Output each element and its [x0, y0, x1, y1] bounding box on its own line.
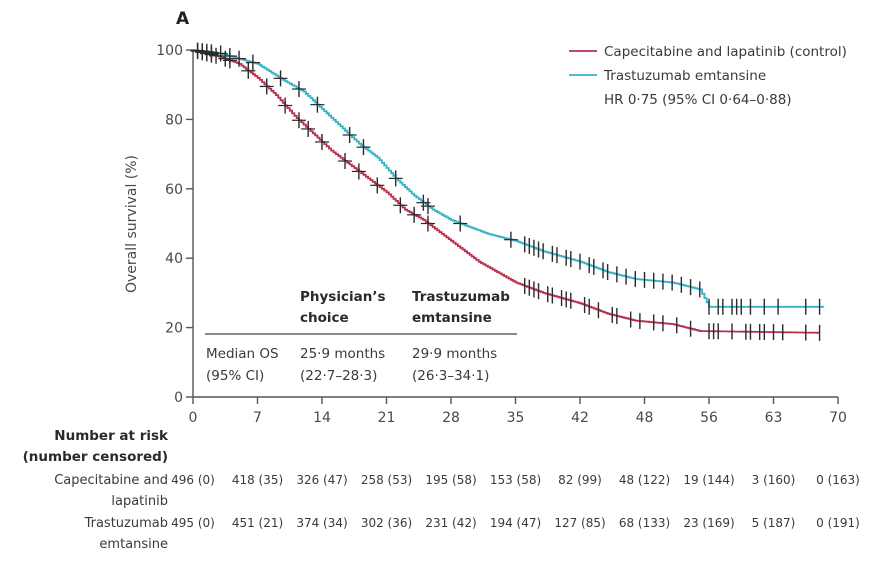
number-at-risk-table: Number at risk (number censored) Capecit… — [23, 428, 860, 552]
x-tick-label: 48 — [636, 410, 654, 426]
x-tick-label: 35 — [507, 410, 525, 426]
risk-title-line2: (number censored) — [23, 449, 168, 465]
inset-col2-head-line1: Trastuzumab — [412, 289, 510, 305]
risk-value: 326 (47) — [296, 473, 347, 487]
y-tick-label: 100 — [156, 43, 183, 59]
legend-label-control: Capecitabine and lapatinib (control) — [604, 44, 847, 60]
y-ticks: 0 20 40 60 80 100 — [156, 43, 193, 406]
y-tick-label: 0 — [174, 390, 183, 406]
y-tick-label: 20 — [165, 321, 183, 337]
inset-col1-head-line2: choice — [300, 310, 349, 326]
risk-row-label-control-line1: Capecitabine and — [54, 473, 168, 488]
x-tick-label: 70 — [829, 410, 847, 426]
legend-label-tdm1: Trastuzumab emtansine — [603, 68, 766, 84]
risk-row-label-control-line2: lapatinib — [111, 494, 168, 509]
risk-value: 5 (187) — [752, 516, 796, 530]
risk-value: 127 (85) — [554, 516, 605, 530]
risk-row-label-tdm1-line2: emtansine — [99, 537, 168, 552]
x-ticks: 0 7 14 21 28 35 42 48 56 63 70 — [189, 397, 847, 426]
curve-trastuzumab-emtansine — [193, 49, 825, 308]
y-tick-label: 60 — [165, 182, 183, 198]
y-tick-label: 80 — [165, 112, 183, 128]
y-tick-label: 40 — [165, 251, 183, 267]
x-tick-label: 14 — [313, 410, 331, 426]
risk-value: 68 (133) — [619, 516, 670, 530]
x-tick-label: 21 — [378, 410, 396, 426]
risk-value: 418 (35) — [232, 473, 283, 487]
inset-col2-ci: (26·3–34·1) — [412, 368, 489, 384]
risk-value: 0 (163) — [816, 473, 860, 487]
y-axis-title: Overall survival (%) — [124, 155, 140, 293]
x-tick-label: 63 — [765, 410, 783, 426]
x-tick-label: 42 — [571, 410, 589, 426]
risk-value: 48 (122) — [619, 473, 670, 487]
curve-control — [193, 49, 820, 334]
inset-col2-value: 29·9 months — [412, 346, 497, 362]
panel-label: A — [176, 9, 190, 29]
x-tick-label: 56 — [700, 410, 718, 426]
risk-value: 153 (58) — [490, 473, 541, 487]
risk-row-label-tdm1-line1: Trastuzumab — [84, 516, 168, 531]
inset-col1-head-line1: Physician’s — [300, 289, 385, 305]
risk-value: 451 (21) — [232, 516, 283, 530]
risk-title-line1: Number at risk — [54, 428, 169, 444]
inset-col1-value: 25·9 months — [300, 346, 385, 362]
risk-value: 302 (36) — [361, 516, 412, 530]
median-os-inset-table: Physician’s choice Trastuzumab emtansine… — [205, 289, 517, 384]
risk-value: 194 (47) — [490, 516, 541, 530]
risk-value: 23 (169) — [683, 516, 734, 530]
x-tick-label: 0 — [189, 410, 198, 426]
risk-value: 19 (144) — [683, 473, 734, 487]
risk-value: 195 (58) — [425, 473, 476, 487]
inset-col2-head-line2: emtansine — [412, 310, 492, 326]
risk-value: 82 (99) — [558, 473, 602, 487]
legend: Capecitabine and lapatinib (control) Tra… — [569, 44, 847, 108]
risk-value: 496 (0) — [171, 473, 215, 487]
inset-col1-ci: (22·7–28·3) — [300, 368, 377, 384]
risk-value: 3 (160) — [752, 473, 796, 487]
inset-row-label-line2: (95% CI) — [206, 368, 264, 384]
x-tick-label: 7 — [253, 410, 262, 426]
risk-value: 0 (191) — [816, 516, 860, 530]
x-tick-label: 28 — [442, 410, 460, 426]
risk-value: 495 (0) — [171, 516, 215, 530]
hazard-ratio-text: HR 0·75 (95% CI 0·64–0·88) — [604, 92, 792, 108]
risk-value: 374 (34) — [296, 516, 347, 530]
inset-row-label-line1: Median OS — [206, 346, 279, 362]
censor-marks — [190, 42, 821, 341]
risk-value: 231 (42) — [425, 516, 476, 530]
risk-value: 258 (53) — [361, 473, 412, 487]
